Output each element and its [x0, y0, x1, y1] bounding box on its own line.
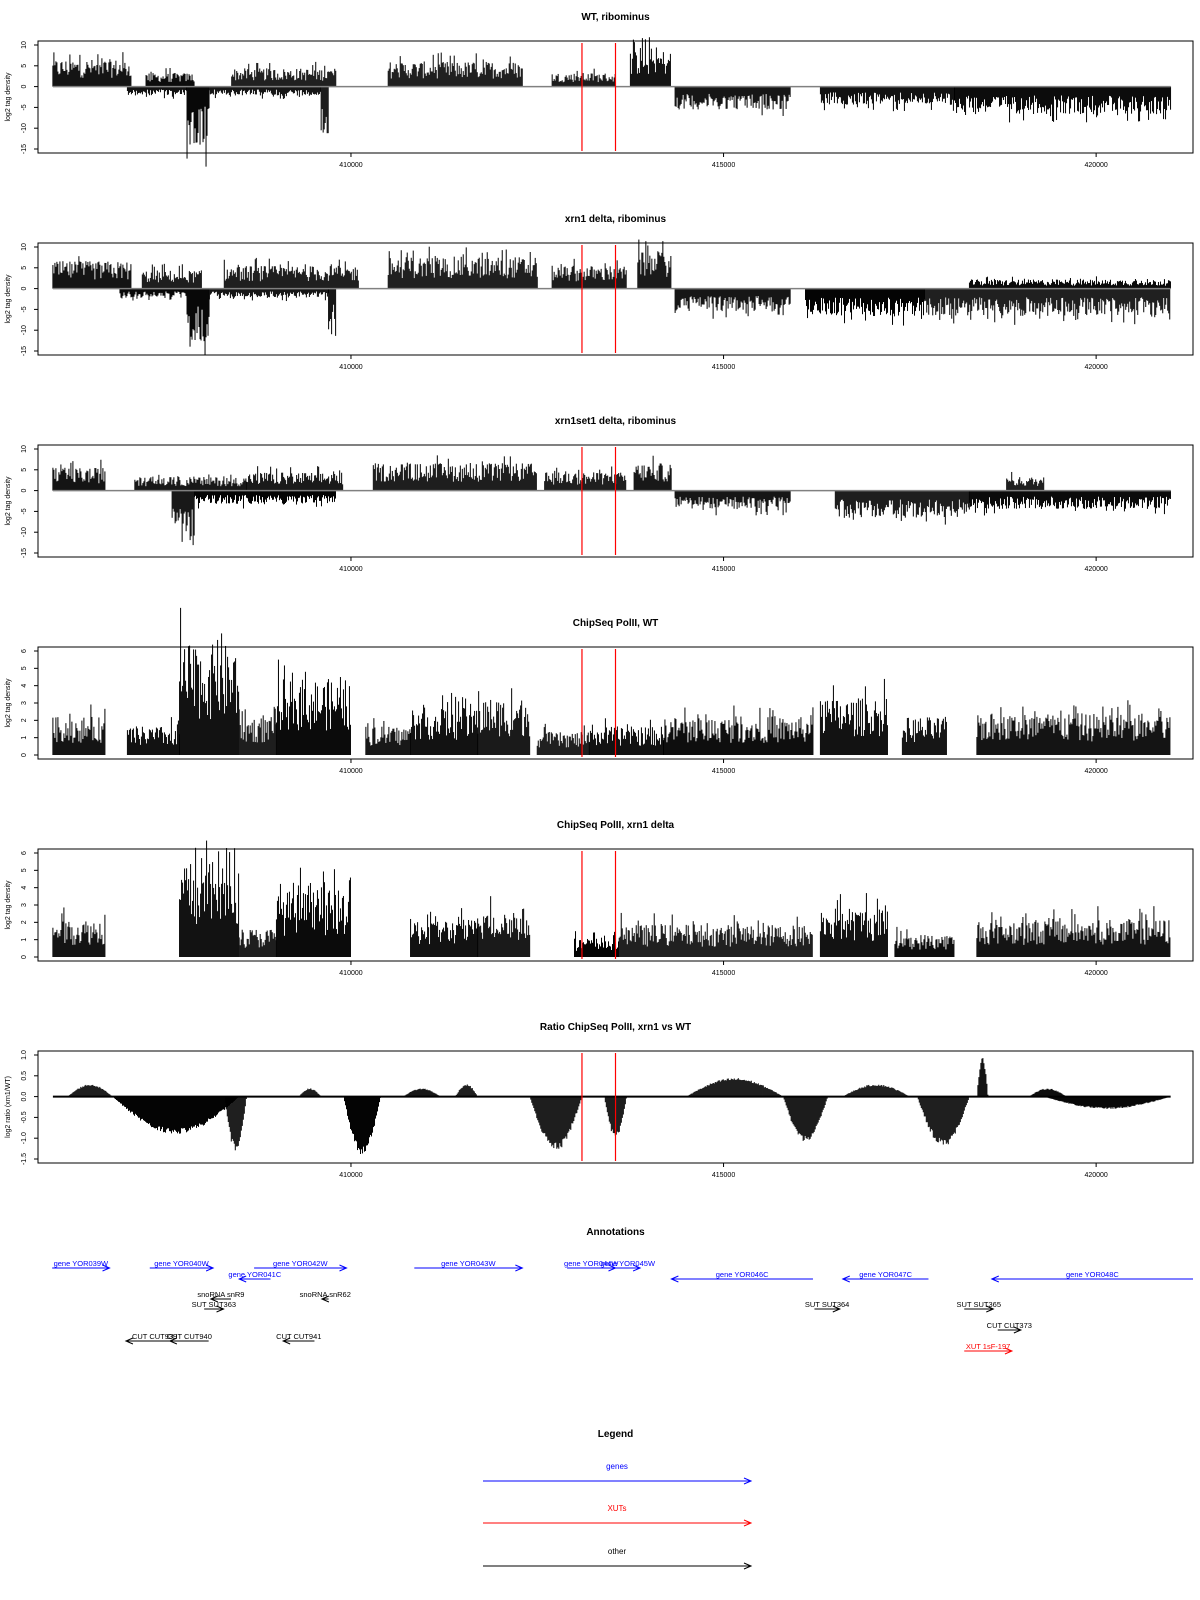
y-tick-label: 6 — [21, 851, 28, 855]
y-tick-label: 2 — [21, 718, 28, 722]
x-tick-label: 415000 — [712, 970, 735, 977]
y-tick-label: -5 — [21, 508, 28, 514]
y-tick-label: 5 — [21, 64, 28, 68]
y-tick-label: 1 — [21, 938, 28, 942]
y-tick-label: 4 — [21, 886, 28, 890]
x-tick-label: 410000 — [339, 970, 362, 977]
chart-panel-3: xrn1set1 delta, ribominus log2 tag densit… — [5, 416, 1194, 573]
y-tick-label: 2 — [21, 920, 28, 924]
y-axis-label: log2 tag density — [5, 880, 12, 930]
chart-panel-2: xrn1 delta, ribominus log2 tag density -15… — [5, 214, 1194, 371]
plot-frame — [37, 444, 1194, 558]
chart-title: xrn1set1 delta, ribominus — [555, 416, 677, 427]
y-tick-label: 5 — [21, 468, 28, 472]
y-tick-label: 5 — [21, 666, 28, 670]
y-axis-label: log2 tag density — [5, 274, 12, 324]
x-tick-label: 420000 — [1084, 364, 1107, 371]
y-tick-label: 10 — [21, 41, 28, 49]
chart-title: WT, ribominus — [581, 12, 650, 23]
x-tick-label: 415000 — [712, 364, 735, 371]
chart-title: ChipSeq PolII, WT — [573, 618, 659, 629]
x-tick-label: 420000 — [1084, 970, 1107, 977]
coverage-bars — [52, 455, 1171, 546]
y-axis-label: log2 tag density — [5, 72, 12, 122]
y-tick-label: -10 — [21, 527, 28, 537]
x-tick-label: 415000 — [712, 566, 735, 573]
x-tick-label: 410000 — [339, 364, 362, 371]
x-tick-label: 420000 — [1084, 162, 1107, 169]
y-tick-label: 1 — [21, 736, 28, 740]
plot-frame — [37, 242, 1194, 356]
y-tick-label: -5 — [21, 104, 28, 110]
y-tick-label: 0 — [21, 955, 28, 959]
coverage-bars — [52, 840, 1171, 957]
y-tick-label: 5 — [21, 868, 28, 872]
x-tick-label: 410000 — [339, 162, 362, 169]
coverage-bars — [52, 239, 1171, 355]
chart-title: xrn1 delta, ribominus — [565, 214, 667, 225]
y-tick-label: -15 — [21, 346, 28, 356]
chart-panel-4: ChipSeq PolII, WT log2 tag density 0 1 2 3 4 5 6… — [5, 607, 1194, 775]
y-tick-label: 0 — [21, 489, 28, 493]
y-axis-label: log2 tag density — [5, 476, 12, 526]
chart-title: ChipSeq PolII, xrn1 delta — [557, 820, 675, 831]
coverage-bars — [52, 607, 1171, 755]
y-tick-label: 0 — [21, 753, 28, 757]
coverage-bars — [52, 37, 1172, 167]
x-tick-label: 420000 — [1084, 566, 1107, 573]
x-tick-label: 415000 — [712, 768, 735, 775]
y-tick-label: -15 — [21, 144, 28, 154]
y-tick-label: 3 — [21, 903, 28, 907]
y-tick-label: 4 — [21, 684, 28, 688]
y-tick-label: -5 — [21, 306, 28, 312]
x-tick-label: 420000 — [1084, 768, 1107, 775]
x-tick-label: 410000 — [339, 566, 362, 573]
x-tick-label: 415000 — [712, 162, 735, 169]
y-tick-label: 6 — [21, 649, 28, 653]
y-tick-label: -10 — [21, 123, 28, 133]
y-tick-label: 0 — [21, 85, 28, 89]
y-tick-label: 0 — [21, 287, 28, 291]
y-axis-label: log2 tag density — [5, 678, 12, 728]
y-tick-label: 5 — [21, 266, 28, 270]
y-tick-label: -10 — [21, 325, 28, 335]
y-tick-label: 3 — [21, 701, 28, 705]
y-tick-label: 10 — [21, 243, 28, 251]
y-tick-label: 10 — [21, 445, 28, 453]
chart-panel-5: ChipSeq PolII, xrn1 delta log2 tag densit… — [5, 820, 1194, 977]
x-tick-label: 410000 — [339, 768, 362, 775]
chart-panel-1: WT, ribominus log2 tag density -15 -10 -5 0 5 1… — [5, 12, 1194, 169]
plot-frame — [37, 40, 1194, 154]
y-tick-label: -15 — [21, 548, 28, 558]
